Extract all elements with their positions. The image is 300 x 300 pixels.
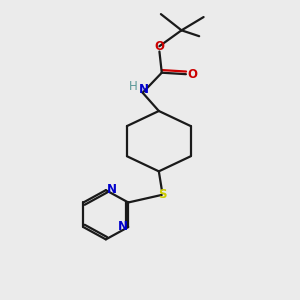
Text: S: S	[158, 188, 166, 201]
Text: N: N	[117, 220, 128, 233]
Text: O: O	[154, 40, 164, 53]
Text: H: H	[129, 80, 138, 93]
Text: O: O	[188, 68, 197, 81]
Text: N: N	[139, 83, 149, 96]
Text: N: N	[107, 183, 117, 196]
